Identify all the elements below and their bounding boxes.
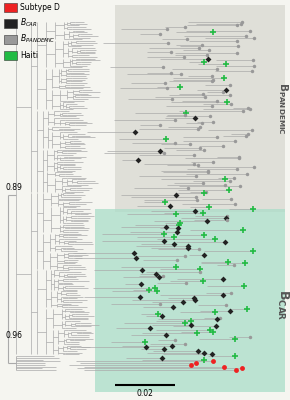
FancyBboxPatch shape	[95, 209, 285, 392]
Text: 0.89: 0.89	[5, 183, 22, 192]
FancyBboxPatch shape	[115, 5, 285, 212]
Text: Subtype D: Subtype D	[20, 2, 60, 12]
Bar	[4, 18, 17, 28]
Text: 0.02: 0.02	[137, 389, 153, 398]
Bar	[4, 2, 17, 12]
Text: 0.96: 0.96	[5, 331, 22, 340]
Text: $B_{CAR}$: $B_{CAR}$	[20, 17, 38, 29]
Text: $B_{PANDEMIC}$: $B_{PANDEMIC}$	[20, 33, 55, 45]
Text: $\mathbf{B}_{\mathbf{CAR}}$: $\mathbf{B}_{\mathbf{CAR}}$	[276, 289, 290, 321]
Text: $\mathbf{B}_{\mathbf{PANDEMIC}}$: $\mathbf{B}_{\mathbf{PANDEMIC}}$	[276, 82, 290, 134]
Bar	[4, 50, 17, 60]
Text: Haiti: Haiti	[20, 50, 38, 60]
Bar	[4, 34, 17, 44]
